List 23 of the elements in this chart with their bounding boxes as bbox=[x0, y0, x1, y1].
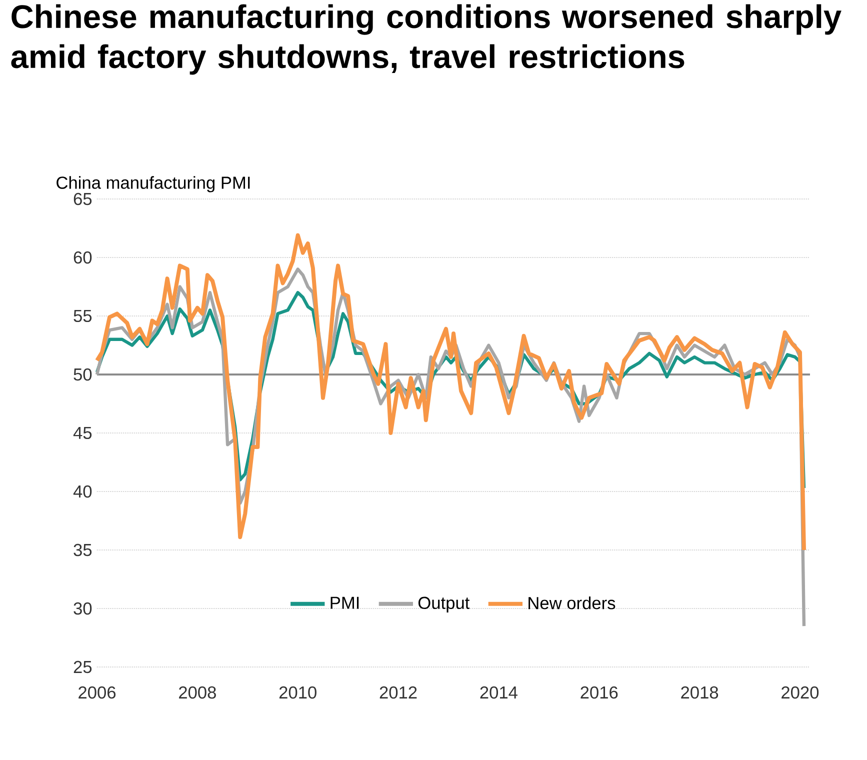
y-tick-label: 30 bbox=[74, 602, 92, 615]
y-tick-label: 55 bbox=[74, 310, 92, 322]
chart-title: Chinese manufacturing conditions worsened sharply amid factory shutdowns, travel restrictions bbox=[11, 4, 842, 75]
y-tick-label: 50 bbox=[74, 368, 92, 381]
legend-label: New orders bbox=[528, 596, 616, 610]
x-tick-label: 2008 bbox=[179, 686, 216, 699]
x-tick-label: 2010 bbox=[279, 686, 316, 699]
x-tick-label: 2020 bbox=[782, 686, 819, 699]
y-tick-label: 25 bbox=[74, 660, 92, 674]
legend-label: Output bbox=[418, 596, 470, 612]
x-tick-label: 2014 bbox=[480, 686, 518, 699]
x-tick-label: 2012 bbox=[380, 686, 417, 699]
y-tick-label: 65 bbox=[74, 192, 92, 206]
y-tick-label: 35 bbox=[74, 544, 92, 556]
legend-label: PMI bbox=[330, 596, 359, 609]
x-tick-label: 2016 bbox=[580, 686, 618, 699]
y-tick-label: 45 bbox=[73, 426, 92, 440]
x-tick-label: 2018 bbox=[681, 686, 718, 699]
y-tick-label: 60 bbox=[74, 251, 92, 264]
line-series bbox=[95, 233, 806, 552]
x-tick-label: 2006 bbox=[78, 686, 116, 699]
y-tick-label: 40 bbox=[73, 485, 92, 498]
y-axis-title: China manufacturing PMI bbox=[56, 176, 250, 192]
